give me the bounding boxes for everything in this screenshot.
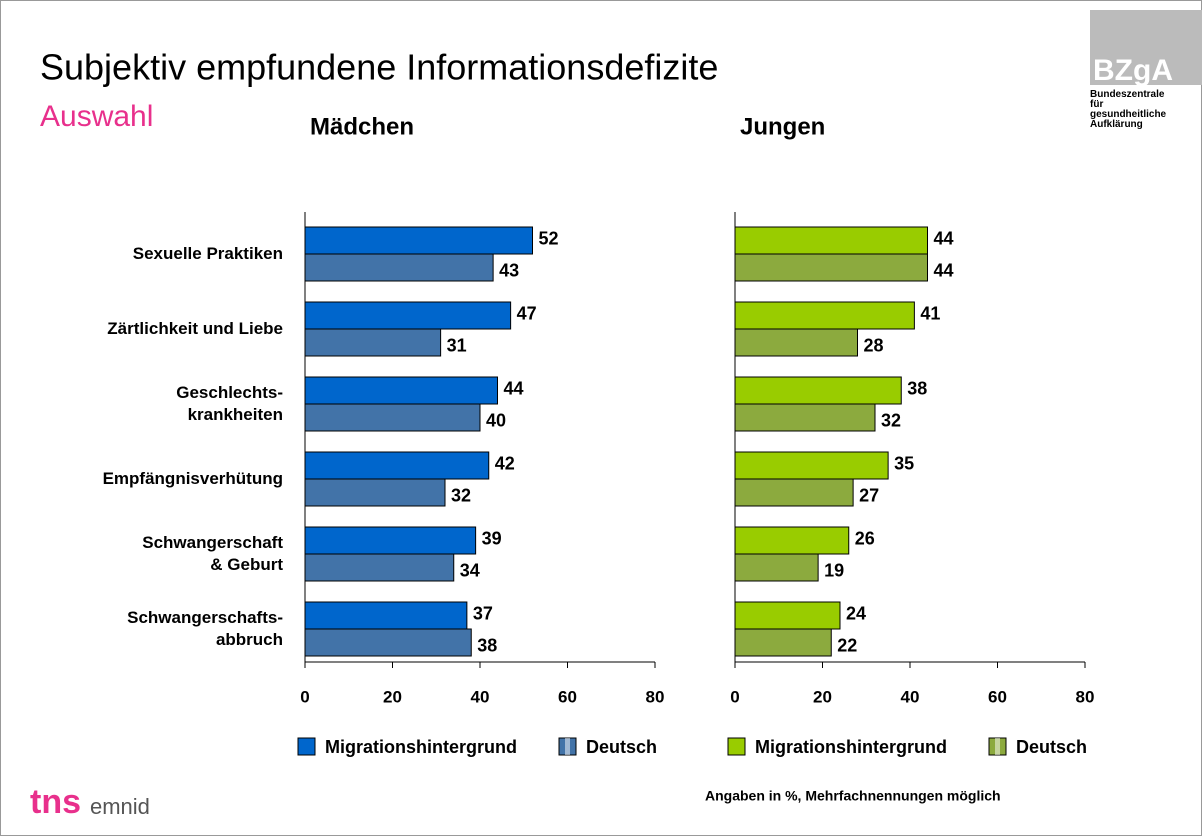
x-tick-label: 60 (988, 687, 1007, 706)
category-label: Geschlechts- krankheiten (176, 383, 283, 424)
bar (304, 451, 490, 480)
bar (304, 403, 481, 432)
value-label: 32 (881, 410, 901, 430)
value-label: 43 (499, 260, 519, 280)
bar (304, 526, 477, 555)
category-label: Zärtlichkeit und Liebe (107, 319, 283, 338)
value-label: 44 (934, 260, 954, 280)
x-tick-label: 0 (300, 687, 309, 706)
value-label: 28 (864, 335, 884, 355)
legend-swatch-stripe (565, 738, 570, 755)
bar (734, 478, 854, 507)
bar (734, 376, 902, 405)
logo-box (1090, 10, 1202, 85)
bar (734, 628, 832, 657)
legend-label: Migrationshintergrund (325, 737, 517, 757)
x-tick-label: 40 (901, 687, 920, 706)
bar (304, 328, 442, 357)
chart-title: Mädchen (310, 113, 414, 140)
value-label: 52 (539, 228, 559, 248)
bar (734, 328, 858, 357)
bar (304, 601, 468, 630)
value-label: 32 (451, 485, 471, 505)
value-label: 44 (934, 228, 954, 248)
value-label: 26 (855, 528, 875, 548)
bar (734, 403, 876, 432)
legend-label: Deutsch (1016, 737, 1087, 757)
logo-name: BZgA (1093, 54, 1173, 87)
bar (734, 601, 841, 630)
bar (304, 301, 512, 330)
x-tick-label: 0 (730, 687, 739, 706)
value-label: 47 (517, 303, 537, 323)
logo-text: Bundeszentrale für gesundheitliche Aufkl… (1090, 89, 1167, 130)
value-label: 35 (894, 453, 914, 473)
value-label: 19 (824, 560, 844, 580)
value-label: 24 (846, 603, 866, 623)
page-subtitle: Auswahl (40, 100, 153, 133)
x-tick-label: 80 (646, 687, 665, 706)
bar (734, 301, 915, 330)
bar (304, 478, 446, 507)
bar (734, 553, 819, 582)
legend-swatch (297, 737, 316, 756)
legend-label: Migrationshintergrund (755, 737, 947, 757)
category-label: Empfängnisverhütung (102, 469, 283, 488)
value-label: 39 (482, 528, 502, 548)
legend-swatch (727, 737, 746, 756)
x-tick-label: 40 (471, 687, 490, 706)
bar (304, 376, 498, 405)
x-tick-label: 60 (558, 687, 577, 706)
value-label: 31 (447, 335, 467, 355)
value-label: 44 (504, 378, 524, 398)
value-label: 41 (920, 303, 940, 323)
x-tick-label: 80 (1076, 687, 1095, 706)
chart-title: Jungen (740, 113, 825, 140)
value-label: 38 (907, 378, 927, 398)
bar (304, 253, 494, 282)
bar (304, 628, 472, 657)
legend-label: Deutsch (586, 737, 657, 757)
bar (734, 526, 850, 555)
x-tick-label: 20 (383, 687, 402, 706)
bar (304, 226, 533, 255)
x-tick-label: 20 (813, 687, 832, 706)
value-label: 40 (486, 410, 506, 430)
bar (304, 553, 455, 582)
footnote: Angaben in %, Mehrfachnennungen möglich (705, 788, 1001, 804)
bar (734, 253, 928, 282)
bar (734, 451, 889, 480)
value-label: 42 (495, 453, 515, 473)
bar (734, 226, 928, 255)
value-label: 38 (477, 635, 497, 655)
category-label: Schwangerschafts- abbruch (127, 608, 283, 649)
value-label: 22 (837, 635, 857, 655)
tns-logo: tns (30, 783, 81, 821)
category-label: Schwangerschaft & Geburt (142, 533, 283, 574)
value-label: 27 (859, 485, 879, 505)
tns-logo-name: emnid (90, 794, 150, 819)
category-label: Sexuelle Praktiken (132, 244, 283, 263)
legend-swatch-stripe (995, 738, 1000, 755)
value-label: 34 (460, 560, 480, 580)
page-title: Subjektiv empfundene Informationsdefizit… (40, 47, 718, 88)
value-label: 37 (473, 603, 493, 623)
